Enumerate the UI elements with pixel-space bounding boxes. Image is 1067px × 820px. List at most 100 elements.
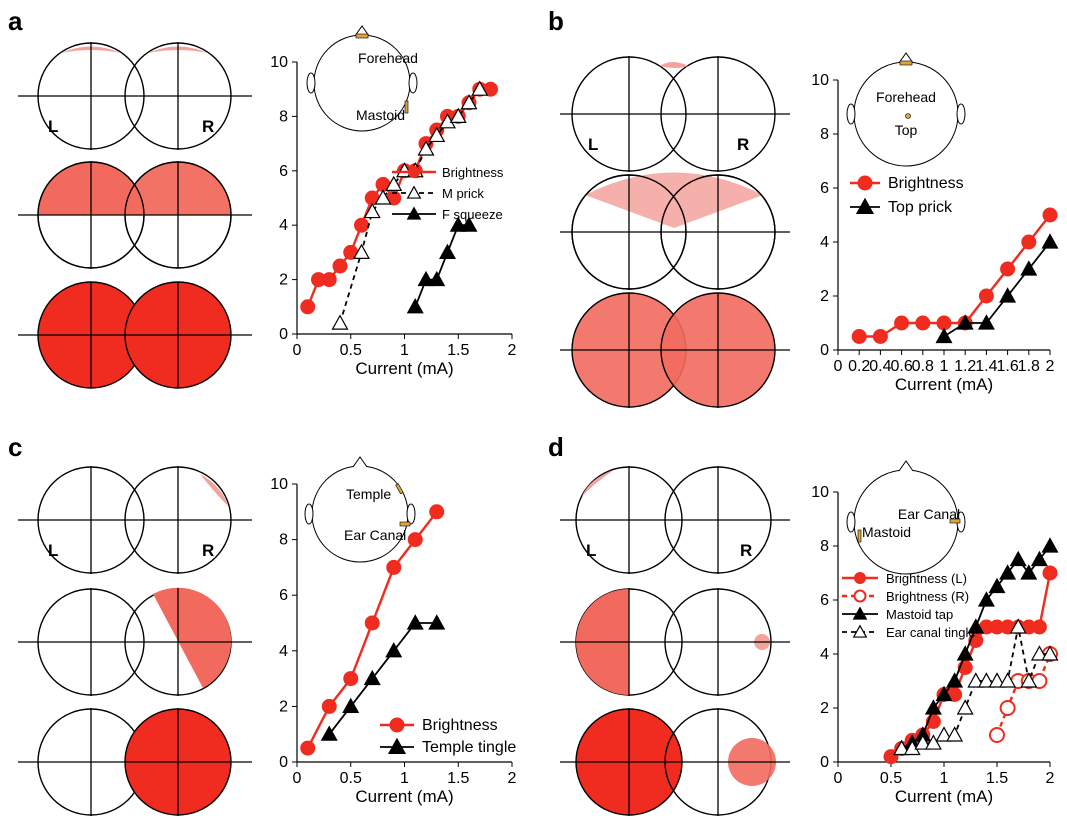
ear-icon [956, 103, 966, 125]
y-tick-label: 6 [820, 180, 829, 197]
series-brightness [851, 207, 1058, 344]
y-tick-label: 10 [811, 484, 829, 501]
y-tick-label: 10 [270, 54, 288, 71]
x-tick-label: 1.5 [986, 770, 1008, 787]
y-tick-label: 10 [270, 476, 288, 493]
data-point-marker [406, 206, 422, 220]
data-point-marker [387, 737, 407, 755]
data-point-marker [428, 126, 446, 143]
phosphene-patch [200, 474, 228, 506]
legend: Brightness M prick F squeeze [392, 165, 504, 222]
y-tick-label: 0 [279, 326, 288, 343]
head-outline [311, 465, 409, 563]
x-tick-label: 1.5 [447, 342, 469, 359]
series-line [901, 626, 1050, 750]
head-label-forehead: Forehead [358, 50, 418, 66]
data-point-marker [342, 697, 360, 713]
panel-label-d: d [548, 432, 564, 462]
x-tick-label: 1.8 [1018, 358, 1040, 375]
head-schematic: Forehead Top [846, 52, 966, 167]
data-point-marker [449, 107, 467, 123]
data-point-marker [364, 615, 380, 631]
x-tick-label: 0.5 [340, 770, 362, 787]
x-tick-label: 0.5 [340, 342, 362, 359]
x-tick-label: 2 [1046, 358, 1055, 375]
data-point-marker [363, 669, 381, 686]
nose-icon [898, 52, 914, 64]
diagram-b-row3 [560, 292, 790, 408]
y-tick-label: 0 [820, 342, 829, 359]
phosphene-wedge [153, 587, 232, 688]
legend-entry-label: Top prick [888, 199, 953, 216]
nose-icon [898, 460, 914, 472]
y-tick-label: 10 [811, 72, 829, 89]
x-tick-label: 0 [293, 770, 302, 787]
y-tick-label: 2 [279, 698, 288, 715]
data-point-marker [956, 645, 974, 661]
x-tick-label: 1.5 [447, 770, 469, 787]
data-point-marker [1020, 260, 1038, 276]
legend-entry-label: Ear canal tingle [886, 625, 976, 640]
data-point-marker [915, 315, 931, 331]
data-point-marker [460, 94, 478, 110]
y-tick-label: 4 [820, 234, 829, 251]
x-tick-label: 1.4 [975, 358, 997, 375]
data-point-marker [946, 726, 964, 742]
data-point-marker [408, 166, 420, 178]
data-point-marker [852, 624, 868, 638]
data-point-marker [1000, 261, 1016, 277]
ear-icon [304, 503, 314, 525]
data-point-marker [893, 739, 911, 756]
data-point-marker [374, 189, 392, 205]
head-label-top: Top [895, 122, 918, 138]
x-tick-label: 1 [400, 770, 409, 787]
legend-entry-label: Brightness (R) [886, 589, 969, 604]
label-left-eye: L [48, 541, 58, 560]
data-point-marker [406, 614, 424, 630]
label-right-eye: R [202, 117, 214, 136]
head-outline [853, 469, 959, 575]
data-point-marker [385, 642, 403, 658]
data-point-marker [977, 314, 995, 330]
x-axis-label: Current (mA) [895, 375, 993, 394]
data-point-marker [988, 672, 1006, 688]
electrode-ear-canal [949, 518, 961, 524]
x-axis-label: Current (mA) [895, 787, 993, 806]
data-point-marker [1030, 550, 1048, 567]
head-label-ear-canal: Ear Canal [344, 527, 406, 543]
data-point-marker [343, 671, 359, 687]
data-point-marker [967, 618, 985, 634]
data-point-marker [999, 700, 1016, 716]
x-tick-label: 0 [834, 358, 843, 375]
y-tick-label: 6 [820, 592, 829, 609]
diagram-b-row2 [560, 172, 790, 290]
label-right-eye: R [737, 135, 749, 154]
data-point-marker [1041, 645, 1059, 661]
data-point-marker [989, 727, 1005, 743]
head-schematic: Ear Canal Mastoid [846, 460, 966, 575]
diagram-c-row3 [18, 708, 252, 816]
legend-entry-label: F squeeze [442, 207, 503, 222]
y-tick-label: 0 [279, 754, 288, 771]
data-point-marker [967, 672, 985, 688]
x-tick-label: 0 [834, 770, 843, 787]
y-tick-label: 6 [279, 163, 288, 180]
phosphene-patch [660, 62, 688, 68]
series-temple-tingle [320, 614, 446, 741]
series-ear-canal-tingle [893, 618, 1059, 756]
data-point-marker [924, 699, 942, 715]
series-f-squeeze [406, 216, 478, 314]
head-label-mastoid: Mastoid [862, 524, 911, 540]
y-tick-label: 2 [279, 272, 288, 289]
data-point-marker [389, 717, 405, 733]
electrode-temple [395, 483, 404, 495]
data-point-marker [1020, 564, 1038, 580]
x-tick-label: 2 [508, 770, 517, 787]
data-point-marker [300, 299, 316, 315]
data-point-marker [1041, 233, 1059, 249]
data-point-marker [935, 726, 953, 742]
data-point-marker [429, 504, 445, 520]
head-label-mastoid: Mastoid [356, 107, 405, 123]
